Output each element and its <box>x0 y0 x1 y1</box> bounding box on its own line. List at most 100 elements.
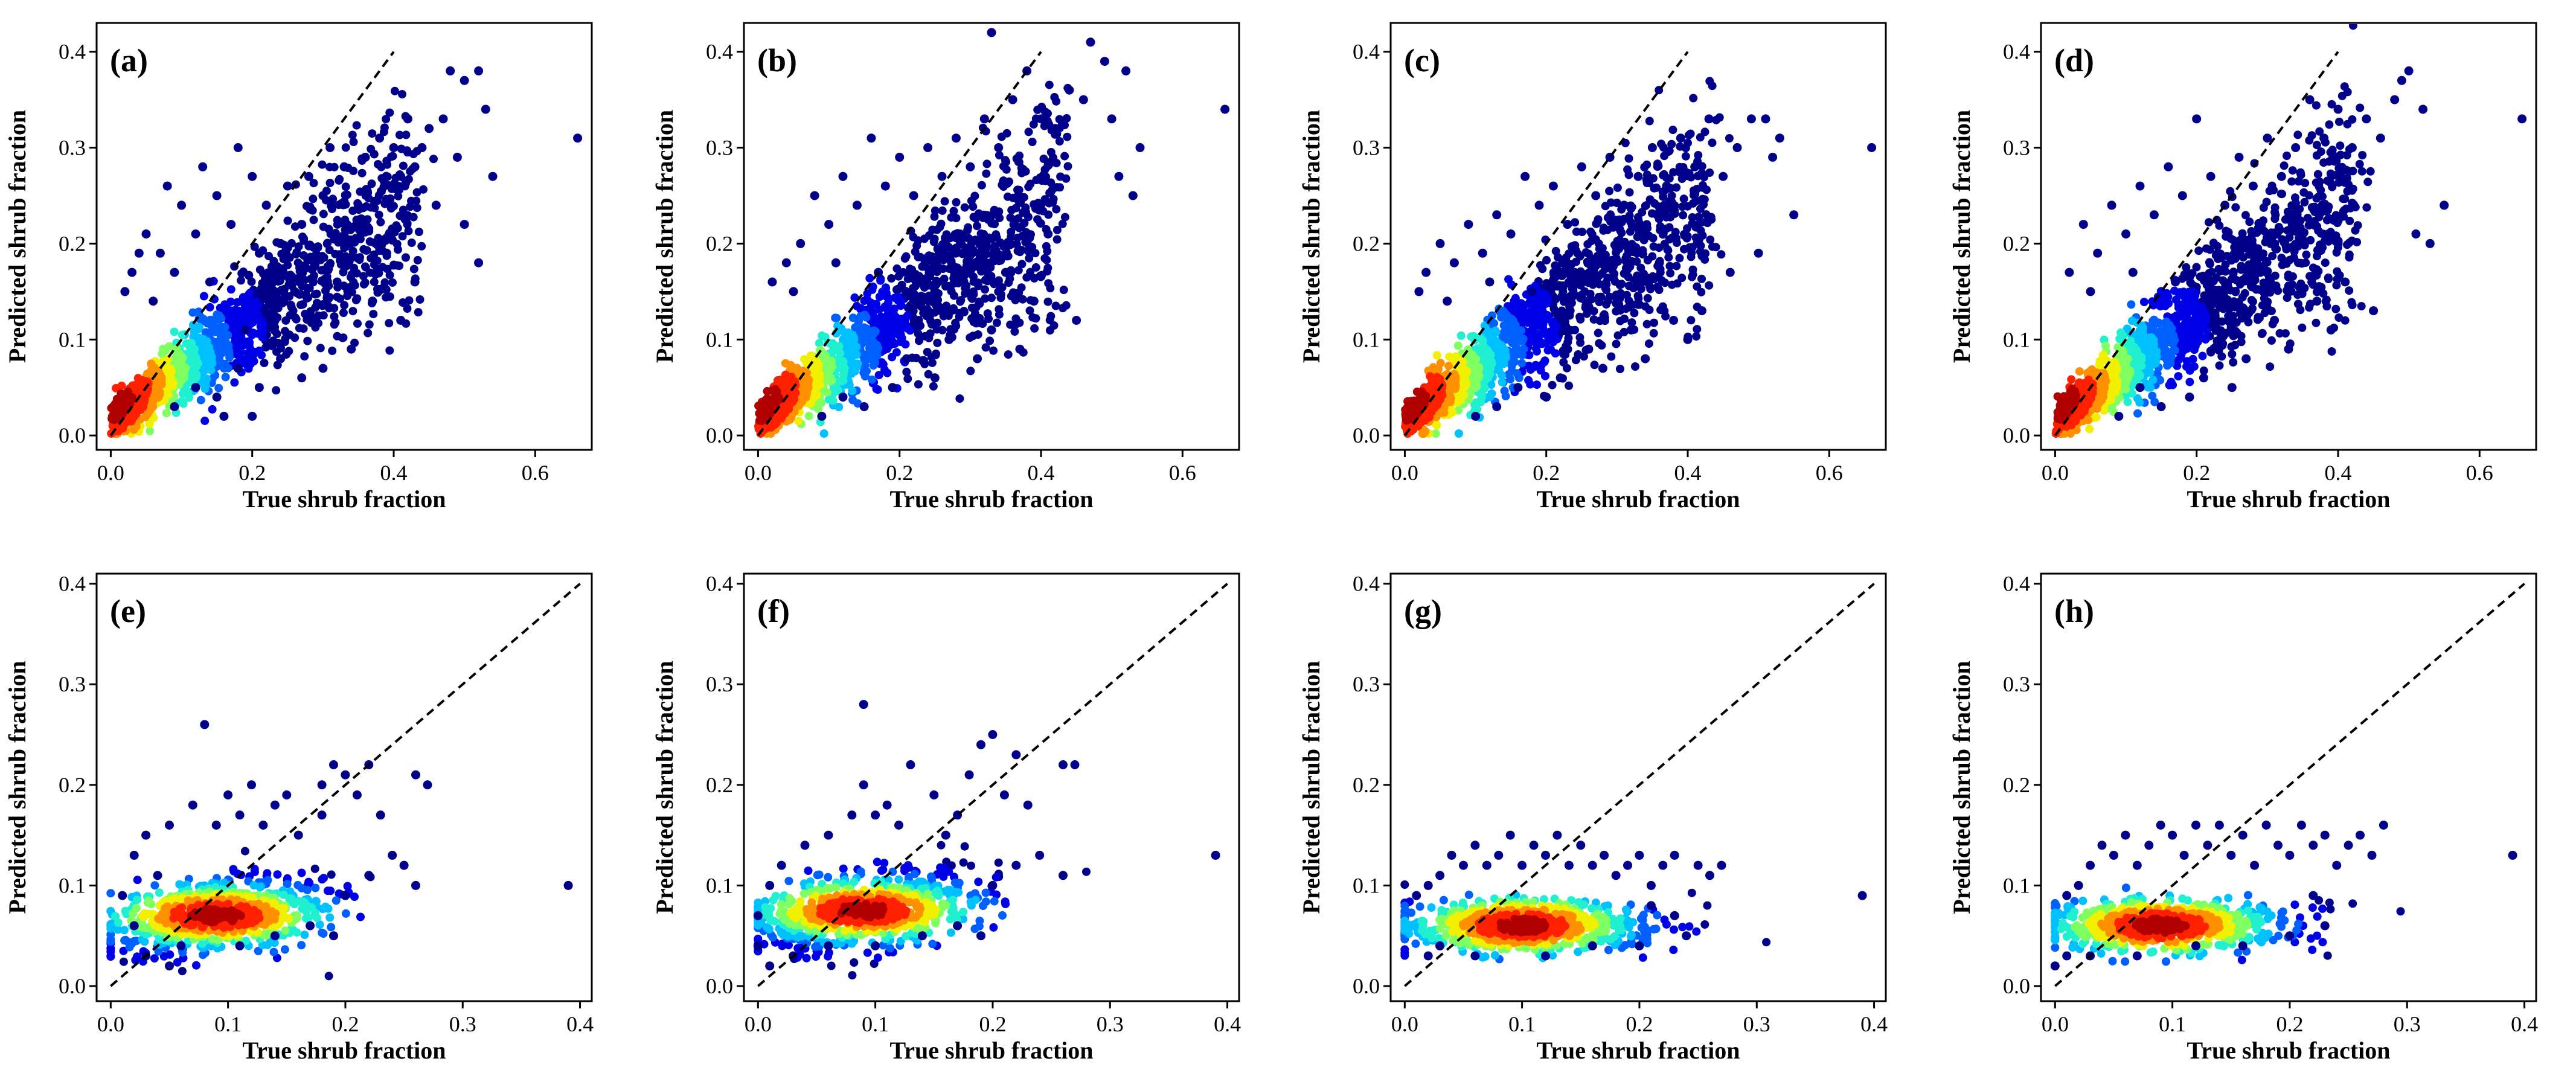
data-point <box>1506 229 1516 239</box>
density-point <box>394 245 402 254</box>
data-point <box>573 133 583 143</box>
data-point <box>127 268 137 277</box>
density-point <box>301 309 310 318</box>
density-point <box>389 261 398 270</box>
data-point <box>1100 57 1109 66</box>
data-point <box>817 411 827 421</box>
density-point <box>306 205 315 214</box>
density-point <box>794 417 803 426</box>
y-tick-label: 0.2 <box>59 231 86 255</box>
density-point <box>1630 309 1639 318</box>
density-point <box>1059 304 1067 313</box>
density-point <box>237 269 246 278</box>
density-point <box>969 202 978 211</box>
density-point <box>325 162 334 171</box>
data-point <box>1690 162 1700 171</box>
density-point <box>1403 403 1412 412</box>
density-point <box>385 319 394 328</box>
density-point <box>1025 306 1034 315</box>
density-point <box>325 179 335 187</box>
y-tick-label: 0.1 <box>1353 327 1380 351</box>
density-point <box>1549 338 1558 347</box>
y-tick-label: 0.3 <box>1353 136 1380 160</box>
density-point <box>403 304 412 313</box>
density-point <box>333 332 342 341</box>
data-point <box>1534 200 1544 210</box>
density-point <box>328 347 337 355</box>
density-point <box>1575 333 1584 342</box>
density-point <box>295 324 304 333</box>
data-point <box>325 143 335 152</box>
density-point <box>999 182 1008 191</box>
density-point <box>859 364 868 373</box>
density-point <box>412 188 421 197</box>
density-point <box>214 315 223 324</box>
data-point <box>1584 344 1594 354</box>
density-point <box>1059 286 1068 295</box>
density-point <box>340 301 349 310</box>
density-point <box>357 168 367 178</box>
density-point <box>388 278 397 287</box>
data-point <box>1072 316 1081 325</box>
density-point <box>2362 203 2371 212</box>
density-point <box>368 129 377 138</box>
density-point <box>380 199 389 208</box>
density-point <box>370 277 379 286</box>
density-point <box>146 426 155 435</box>
data-point <box>1746 114 1756 124</box>
density-point <box>1599 226 1608 235</box>
density-point <box>1642 179 1652 187</box>
x-axis-label: True shrub fraction <box>242 485 446 513</box>
density-point <box>300 352 309 361</box>
density-point <box>818 331 827 340</box>
data-point <box>290 287 300 296</box>
density-point <box>914 336 923 345</box>
data-point <box>810 191 819 200</box>
data-point <box>1435 239 1445 248</box>
density-point <box>1046 312 1056 321</box>
density-point <box>1017 260 1027 269</box>
data-point <box>1548 181 1558 191</box>
density-point <box>997 132 1006 141</box>
density-point <box>403 148 412 157</box>
density-point <box>330 312 339 321</box>
density-point <box>1607 352 1616 361</box>
density-point <box>1063 132 1072 141</box>
density-point <box>325 246 334 254</box>
density-point <box>281 334 290 343</box>
data-point <box>297 373 307 383</box>
density-point <box>990 280 999 289</box>
density-point <box>2285 233 2294 242</box>
data-point <box>417 143 427 152</box>
panel-label: (b) <box>757 42 797 78</box>
density-point <box>365 320 374 329</box>
density-point <box>1708 82 1717 91</box>
data-point <box>1761 114 1770 124</box>
density-point <box>1581 303 1590 312</box>
data-point <box>987 28 996 37</box>
density-point <box>966 367 975 376</box>
data-point <box>396 171 406 181</box>
density-point <box>1031 263 1040 272</box>
data-point <box>1471 411 1481 421</box>
data-point <box>1086 37 1095 47</box>
density-point <box>1030 324 1039 333</box>
density-point <box>402 130 411 139</box>
density-point <box>896 301 905 310</box>
density-point <box>1010 327 1019 336</box>
data-point <box>1867 143 1877 152</box>
density-point <box>2333 275 2342 284</box>
density-point <box>2312 287 2321 296</box>
density-point <box>1639 235 1648 245</box>
density-scatter <box>107 66 583 438</box>
density-point <box>401 253 410 262</box>
density-point <box>1676 142 1685 151</box>
density-point <box>1624 154 1633 163</box>
density-point <box>1613 183 1622 192</box>
density-point <box>390 86 399 95</box>
density-point <box>900 254 909 263</box>
density-point <box>379 127 388 136</box>
